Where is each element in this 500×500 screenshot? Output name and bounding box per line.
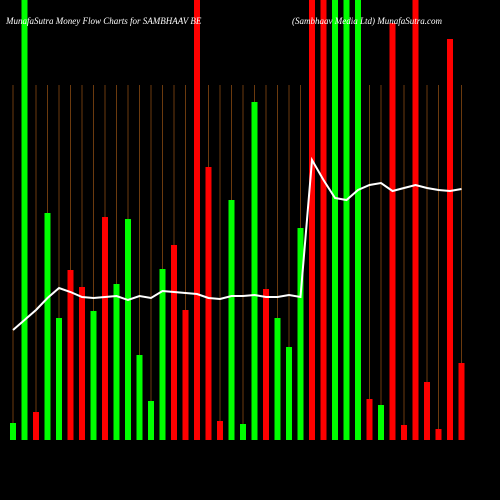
bar	[67, 270, 74, 440]
chart-title: MunafaSutra Money Flow Charts for SAMBHA…	[5, 16, 202, 26]
bars	[10, 0, 465, 440]
bar	[159, 269, 166, 440]
bar	[102, 217, 108, 440]
bar	[148, 401, 154, 440]
bar	[297, 228, 304, 440]
bar	[424, 382, 430, 440]
bar	[251, 102, 258, 440]
bar	[412, 0, 419, 440]
bar	[56, 318, 62, 440]
bar	[171, 245, 177, 440]
bar	[33, 412, 39, 440]
bar	[182, 310, 189, 440]
bar	[113, 284, 120, 440]
bar	[435, 429, 442, 440]
line	[12, 156, 462, 331]
bar	[343, 0, 350, 440]
bar	[21, 0, 28, 440]
bar	[44, 213, 51, 440]
bar	[228, 200, 235, 440]
bar	[217, 421, 223, 440]
bar	[90, 311, 97, 440]
bar	[79, 287, 85, 440]
bar	[458, 363, 465, 440]
bar	[320, 0, 327, 440]
lines	[12, 156, 462, 331]
bar	[205, 167, 212, 440]
bar	[389, 23, 396, 440]
bar	[240, 424, 246, 440]
bar	[366, 399, 373, 440]
bar	[125, 219, 131, 440]
bar	[274, 318, 281, 440]
chart-subtitle: (Sambhaav Media Ltd) MunafaSutra.com	[292, 16, 442, 26]
bar	[378, 405, 384, 440]
bar	[194, 0, 200, 440]
bar	[263, 289, 269, 440]
bar	[355, 0, 361, 440]
bar	[136, 355, 143, 440]
bar	[332, 0, 338, 440]
bar	[10, 423, 16, 440]
bar	[309, 0, 315, 440]
bar	[447, 39, 453, 440]
bar	[286, 347, 292, 440]
bar	[401, 425, 407, 440]
